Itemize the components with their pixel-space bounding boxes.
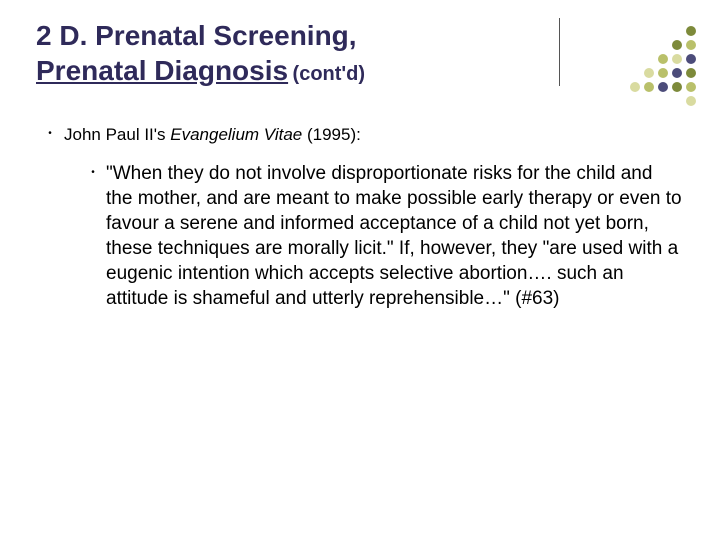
dot-icon	[686, 82, 696, 92]
dot-icon	[672, 40, 682, 50]
dot-icon	[630, 82, 640, 92]
dot-icon	[658, 68, 668, 78]
dot-icon	[644, 68, 654, 78]
dot-icon	[686, 96, 696, 106]
dot-icon	[658, 54, 668, 64]
dot-icon	[686, 68, 696, 78]
bullet-level1: • John Paul II's Evangelium Vitae (1995)…	[36, 124, 684, 147]
title-block: 2 D. Prenatal Screening, Prenatal Diagno…	[36, 18, 556, 88]
lvl1-suffix: (1995):	[302, 125, 361, 144]
bullet-level2: • "When they do not involve disproportio…	[80, 161, 684, 311]
bullet-level2-text: "When they do not involve disproportiona…	[106, 161, 684, 311]
title-contd: (cont'd)	[293, 63, 366, 85]
slide-title: 2 D. Prenatal Screening, Prenatal Diagno…	[36, 18, 556, 88]
dot-icon	[644, 82, 654, 92]
lvl1-italic: Evangelium Vitae	[170, 125, 302, 144]
title-line1: 2 D. Prenatal Screening,	[36, 20, 357, 51]
bullet-dot-icon: •	[80, 161, 106, 185]
bullet-level1-text: John Paul II's Evangelium Vitae (1995):	[64, 124, 361, 147]
dot-icon	[686, 26, 696, 36]
body: • John Paul II's Evangelium Vitae (1995)…	[36, 124, 684, 311]
title-line2-underlined: Prenatal Diagnosis	[36, 55, 288, 86]
dot-icon	[672, 82, 682, 92]
dot-icon	[686, 40, 696, 50]
decorative-dots	[628, 24, 698, 108]
title-vertical-rule	[559, 18, 560, 86]
dot-icon	[658, 82, 668, 92]
dot-icon	[672, 54, 682, 64]
dot-icon	[686, 54, 696, 64]
dot-icon	[672, 68, 682, 78]
slide: 2 D. Prenatal Screening, Prenatal Diagno…	[0, 0, 720, 540]
lvl1-prefix: John Paul II's	[64, 125, 170, 144]
bullet-dot-icon: •	[36, 124, 64, 144]
